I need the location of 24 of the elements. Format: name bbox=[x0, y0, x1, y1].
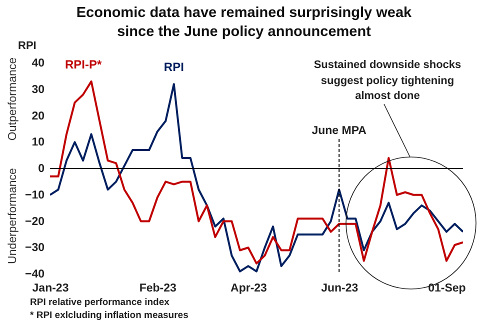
x-tick-label: Jun-23 bbox=[321, 282, 358, 294]
y-tick-label: −40 bbox=[24, 268, 44, 280]
text: * RPI exlcluding inflation measures bbox=[30, 310, 188, 321]
y-tick-label: 30 bbox=[32, 84, 44, 96]
y-tick-label: −20 bbox=[24, 216, 44, 228]
y-tick-label: 10 bbox=[32, 136, 44, 149]
text: RPI relative performance index bbox=[30, 297, 170, 308]
annotation: Sustained downside shocks suggest policy tightening almost done bbox=[312, 58, 462, 104]
chart-title: Economic data have remained surprisingly weak since the June policy announcement bbox=[75, 4, 413, 42]
text: Underperformance bbox=[7, 167, 19, 266]
ref-line-label: June MPA bbox=[312, 125, 366, 137]
y-tick-label: 40 bbox=[32, 58, 44, 70]
x-tick-label: Apr-23 bbox=[230, 282, 267, 294]
y-tick-label: −10 bbox=[24, 189, 44, 202]
y-tick-label: 0 bbox=[38, 163, 44, 175]
series-label: RPI bbox=[164, 60, 184, 74]
y-axis-title: RPI bbox=[18, 40, 36, 52]
y-tick-label: −30 bbox=[24, 242, 44, 254]
x-tick-label: 01-Sep bbox=[428, 282, 466, 294]
y-tick-label: 20 bbox=[32, 110, 44, 122]
series-label: RPI-P* bbox=[64, 57, 102, 72]
text: Outperformance bbox=[7, 56, 19, 143]
x-tick-label: Feb-23 bbox=[139, 282, 176, 294]
x-tick-label: Jan-23 bbox=[32, 282, 69, 294]
